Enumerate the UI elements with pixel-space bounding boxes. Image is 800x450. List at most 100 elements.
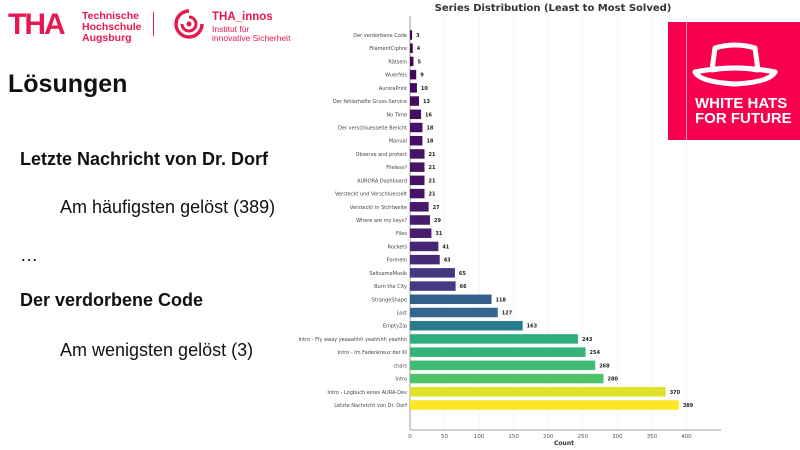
bar bbox=[410, 122, 423, 133]
category-label: Der verdorbene Code bbox=[353, 33, 407, 39]
category-label: Formeln bbox=[387, 258, 407, 264]
innos-logo-icon bbox=[174, 9, 204, 39]
category-label: Fileless? bbox=[386, 165, 407, 171]
innos-sub-line: innovative Sicherheit bbox=[212, 33, 291, 43]
most-solved-name: Letzte Nachricht von Dr. Dorf bbox=[20, 149, 269, 169]
slide-title: Lösungen bbox=[8, 70, 128, 98]
innos-subtitle: Institut für innovative Sicherheit bbox=[212, 25, 290, 43]
data-label: 41 bbox=[442, 244, 449, 250]
data-label: 27 bbox=[433, 205, 440, 211]
data-label: 370 bbox=[670, 390, 681, 396]
tha-logo: THA bbox=[8, 8, 66, 41]
data-label: 127 bbox=[502, 311, 513, 317]
category-label: SeltsameMusik bbox=[369, 271, 407, 277]
category-label: Versteckt und Verschluesselt bbox=[335, 192, 407, 198]
x-tick-label: 100 bbox=[474, 434, 485, 440]
bar bbox=[410, 294, 492, 305]
data-label: 21 bbox=[429, 178, 436, 184]
bar bbox=[410, 188, 425, 199]
x-tick-label: 150 bbox=[508, 434, 519, 440]
category-label: StrangeShape bbox=[372, 297, 407, 303]
data-label: 4 bbox=[417, 46, 421, 52]
least-solved-text: Am wenigsten gelöst (3) bbox=[60, 340, 254, 360]
data-label: 118 bbox=[496, 297, 507, 303]
category-label: No Time bbox=[386, 112, 407, 118]
bar bbox=[410, 43, 413, 53]
bar bbox=[410, 202, 429, 212]
data-label: 21 bbox=[429, 165, 436, 171]
x-tick-label: 350 bbox=[647, 434, 658, 440]
category-label: Wuerfels bbox=[385, 73, 407, 79]
x-tick-label: 200 bbox=[543, 434, 554, 440]
bar bbox=[410, 307, 498, 318]
innos-name: THA_innos bbox=[212, 11, 273, 23]
bar bbox=[410, 281, 456, 291]
tha-name: Technische Hochschule Augsburg bbox=[82, 11, 142, 44]
category-label: FilamentCiphre bbox=[369, 46, 407, 52]
bar bbox=[410, 162, 425, 172]
data-label: 43 bbox=[444, 258, 451, 264]
bar bbox=[410, 347, 586, 357]
data-label: 268 bbox=[599, 363, 610, 369]
least-solved-name: Der verdorbene Code bbox=[20, 290, 204, 310]
data-label: 65 bbox=[459, 271, 466, 277]
category-label: Observe and protect bbox=[356, 152, 407, 158]
data-label: 254 bbox=[590, 350, 601, 356]
badge-line: FOR FUTURE bbox=[695, 110, 792, 127]
bar bbox=[410, 149, 425, 159]
bar bbox=[410, 373, 604, 384]
data-label: 18 bbox=[426, 139, 433, 145]
bar bbox=[410, 254, 440, 265]
category-label: Intro bbox=[395, 377, 407, 383]
bar bbox=[410, 320, 523, 331]
x-axis-label: Count bbox=[554, 440, 574, 447]
data-label: 5 bbox=[417, 59, 421, 65]
category-label: Versteckt in Sichtweite bbox=[350, 205, 407, 211]
bar bbox=[410, 83, 417, 93]
bar bbox=[410, 400, 679, 410]
bar bbox=[410, 360, 596, 371]
data-label: 280 bbox=[608, 377, 619, 383]
logo-divider bbox=[153, 12, 154, 36]
bar bbox=[410, 69, 417, 80]
category-label: Intro - Im Fadenkreuz der KI bbox=[338, 350, 407, 356]
category-label: chars bbox=[393, 363, 407, 369]
category-label: Where are my keys? bbox=[356, 218, 407, 224]
x-tick-label: 300 bbox=[612, 434, 623, 440]
category-label: Manual bbox=[389, 139, 407, 145]
bar bbox=[410, 96, 419, 106]
bar bbox=[410, 175, 425, 186]
bar bbox=[410, 268, 455, 278]
x-tick-label: 50 bbox=[441, 434, 448, 440]
category-label: EmptyZip bbox=[383, 324, 407, 330]
data-label: 163 bbox=[527, 324, 538, 330]
bar bbox=[410, 334, 578, 344]
most-solved-text: Am häufigsten gelöst (389) bbox=[60, 197, 276, 217]
category-label: Files bbox=[396, 231, 407, 237]
chart-title: Series Distribution (Least to Most Solve… bbox=[435, 3, 672, 14]
data-label: 21 bbox=[429, 152, 436, 158]
category-label: Rätsein bbox=[388, 59, 407, 65]
ellipsis: … bbox=[20, 245, 38, 265]
data-label: 10 bbox=[421, 86, 428, 92]
category-label: Lost bbox=[397, 311, 407, 317]
category-label: AURORA Dashboard bbox=[357, 178, 407, 184]
category-label: Intro - Logbuch eines AURA-Dev bbox=[327, 390, 407, 396]
data-label: 16 bbox=[425, 112, 432, 118]
bar bbox=[410, 387, 666, 397]
category-label: Letzte Nachricht von Dr. Dorf bbox=[334, 403, 407, 409]
category-label: Der verschluesselte Bericht bbox=[338, 126, 407, 132]
badge-line: WHITE HATS bbox=[695, 95, 788, 112]
x-tick-label: 0 bbox=[408, 434, 412, 440]
bar bbox=[410, 241, 439, 252]
tha-name-line: Technische bbox=[82, 10, 139, 22]
category-label: Intro - Fly away yeaaahhh yeahhhh yeahhh bbox=[299, 337, 407, 343]
data-label: 18 bbox=[426, 126, 433, 132]
data-label: 66 bbox=[460, 284, 467, 290]
data-label: 9 bbox=[420, 73, 424, 79]
category-label: AuroraPrint bbox=[379, 86, 407, 92]
data-label: 31 bbox=[435, 231, 442, 237]
category-label: Rockets bbox=[388, 244, 408, 250]
bar bbox=[410, 109, 422, 120]
